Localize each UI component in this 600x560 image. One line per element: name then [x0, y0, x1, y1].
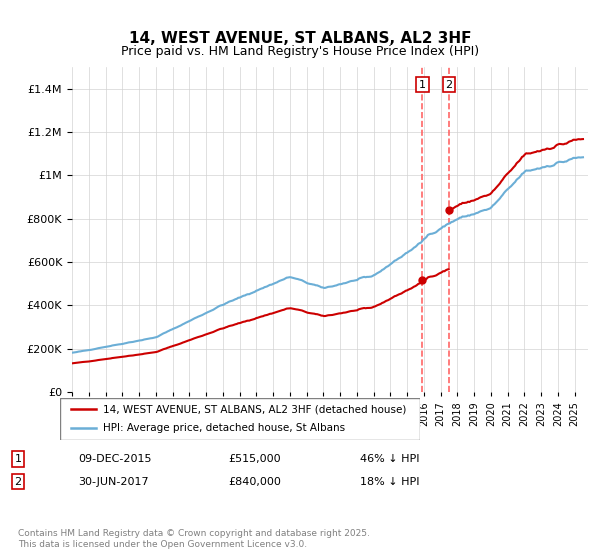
- Text: 30-JUN-2017: 30-JUN-2017: [78, 477, 149, 487]
- Text: 1: 1: [14, 454, 22, 464]
- Text: HPI: Average price, detached house, St Albans: HPI: Average price, detached house, St A…: [103, 423, 346, 433]
- Text: 2: 2: [14, 477, 22, 487]
- Text: 46% ↓ HPI: 46% ↓ HPI: [360, 454, 419, 464]
- Text: 1: 1: [419, 80, 426, 90]
- Text: 14, WEST AVENUE, ST ALBANS, AL2 3HF: 14, WEST AVENUE, ST ALBANS, AL2 3HF: [129, 31, 471, 46]
- Text: £840,000: £840,000: [228, 477, 281, 487]
- Text: Contains HM Land Registry data © Crown copyright and database right 2025.
This d: Contains HM Land Registry data © Crown c…: [18, 529, 370, 549]
- Text: 18% ↓ HPI: 18% ↓ HPI: [360, 477, 419, 487]
- FancyBboxPatch shape: [60, 398, 420, 440]
- Text: 09-DEC-2015: 09-DEC-2015: [78, 454, 151, 464]
- Text: 14, WEST AVENUE, ST ALBANS, AL2 3HF (detached house): 14, WEST AVENUE, ST ALBANS, AL2 3HF (det…: [103, 404, 407, 414]
- Text: £515,000: £515,000: [228, 454, 281, 464]
- Text: Price paid vs. HM Land Registry's House Price Index (HPI): Price paid vs. HM Land Registry's House …: [121, 45, 479, 58]
- Text: 2: 2: [445, 80, 452, 90]
